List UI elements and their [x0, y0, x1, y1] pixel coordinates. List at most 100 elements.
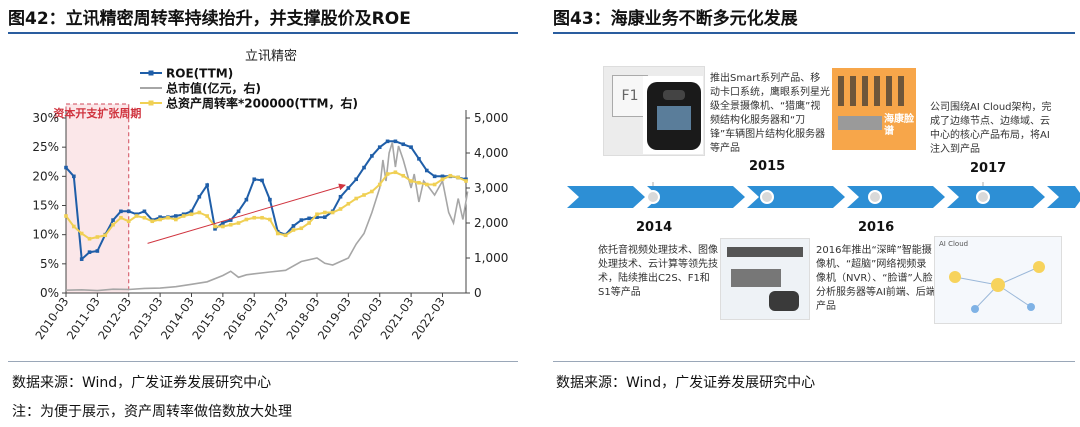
series-point-3: [126, 219, 131, 224]
series-point-3: [464, 179, 468, 183]
series-point-1: [299, 218, 304, 222]
camera-row: [838, 76, 910, 106]
series-point-1: [244, 197, 249, 202]
y-left-tick-label: 15%: [32, 199, 59, 213]
timeline-arrow-3: [747, 186, 845, 208]
y-left-tick-label: 25%: [32, 140, 59, 154]
series-point-1: [370, 154, 374, 158]
series-point-3: [370, 189, 374, 194]
series-point-1: [291, 224, 296, 228]
series-point-1: [409, 145, 413, 149]
series-point-3: [244, 217, 249, 222]
series-point-1: [119, 209, 123, 214]
lianpu-product-image: 海康脸谱: [832, 68, 916, 150]
nvr-unit: [727, 247, 803, 257]
series-point-3: [72, 224, 76, 229]
series-point-1: [362, 165, 366, 170]
series-point-3: [260, 215, 264, 220]
y-right-tick-label: 0: [474, 286, 482, 300]
series-point-1: [111, 218, 115, 222]
series-point-1: [236, 209, 241, 214]
series-point-3: [134, 214, 139, 218]
series-point-3: [362, 193, 366, 197]
series-point-1: [385, 139, 390, 144]
series-point-3: [87, 236, 92, 241]
series-point-3: [417, 180, 421, 185]
year-2015: 2015: [749, 159, 786, 174]
series-point-1: [338, 194, 343, 199]
series-point-3: [401, 173, 406, 178]
left-figure-title: 图42：立讯精密周转率持续抬升，并支撑股价及ROE: [8, 9, 411, 29]
series-point-1: [228, 218, 233, 222]
timeline-arrow-4: [847, 186, 945, 208]
timeline-arrows: [567, 182, 1080, 208]
series-point-3: [377, 182, 382, 187]
year-2014: 2014: [636, 220, 673, 235]
right-bottom-rule: [553, 361, 1075, 362]
series-point-1: [205, 183, 209, 187]
series-point-1: [424, 168, 429, 173]
server-unit: [838, 116, 882, 130]
series-point-3: [197, 210, 202, 215]
server-box: [731, 269, 781, 287]
series-point-1: [401, 142, 406, 147]
series-point-3: [346, 201, 351, 206]
trend-arrow: [147, 183, 346, 244]
caption-2014: 依托音视频处理技术、图像处理技术、云计算等领先技术，陆续推出C2S、F1和S1等…: [598, 245, 718, 298]
series-point-1: [221, 221, 225, 225]
node-2015: [760, 190, 774, 204]
series-point-3: [213, 224, 217, 229]
caption-2015: 推出Smart系列产品、移动卡口系统，鹰眼系列星光级全景摄像机、“猎鹰”视频结构…: [710, 73, 830, 154]
camera-device: [769, 291, 799, 311]
series-point-1: [440, 174, 445, 179]
y-left-tick-label: 0%: [40, 286, 59, 300]
series-point-3: [150, 219, 155, 224]
series-point-1: [213, 227, 217, 231]
y-left-tick-label: 10%: [32, 228, 59, 242]
legend-marker-3: [148, 100, 154, 106]
chart-axes: [62, 103, 470, 297]
series-point-3: [323, 210, 327, 215]
series-point-1: [323, 215, 327, 219]
series-point-3: [103, 233, 108, 238]
series-point-3: [283, 233, 288, 238]
series-point-3: [440, 177, 445, 182]
series-point-1: [354, 177, 358, 182]
series-point-3: [275, 231, 280, 236]
series-point-1: [377, 145, 382, 149]
series-point-3: [95, 235, 100, 239]
series-point-1: [87, 250, 92, 254]
node-2017: [976, 190, 990, 204]
series-point-1: [432, 174, 437, 179]
series-point-1: [346, 186, 351, 190]
left-title-rule: [8, 32, 518, 34]
series-point-3: [299, 226, 304, 231]
series-point-3: [221, 224, 225, 229]
series-point-3: [158, 217, 162, 222]
series-point-1: [95, 249, 100, 253]
timeline-arrow-1: [567, 186, 645, 208]
series-layer: [64, 139, 469, 292]
series-point-3: [181, 214, 186, 218]
lianpu-label: 海康脸谱: [884, 114, 914, 137]
series-line-3: [65, 171, 467, 240]
roe-chart: 资本开支扩张周期 0% 5% 10% 15% 20% 25% 30% 0 1,000 2,000 3,…: [32, 48, 508, 342]
y-left-tick-label: 20%: [32, 169, 59, 183]
series-point-1: [174, 214, 178, 218]
series-line-1: [65, 140, 467, 262]
series-point-3: [205, 214, 209, 218]
series-point-1: [189, 209, 194, 214]
series-point-3: [456, 175, 460, 180]
right-source-text: 数据来源：Wind，广发证券发展研究中心: [556, 375, 816, 391]
timeline-arrow-6: [1047, 186, 1080, 208]
chart-title: 立讯精密: [245, 48, 297, 64]
timeline-arrow-2: [647, 186, 745, 208]
series-point-3: [424, 182, 429, 187]
caption-2017: 公司围绕AI Cloud架构，完成了边缘节点、边缘域、云中心的核心产品布局，将A…: [930, 102, 1052, 155]
y-left-tick-label: 5%: [40, 257, 59, 271]
face-terminal-camera: [663, 90, 685, 100]
series-point-1: [197, 194, 202, 199]
legend-label-1: ROE(TTM): [166, 67, 233, 81]
series-point-3: [291, 228, 296, 232]
legend-label-3: 总资产周转率*200000(TTM，右): [166, 96, 358, 111]
